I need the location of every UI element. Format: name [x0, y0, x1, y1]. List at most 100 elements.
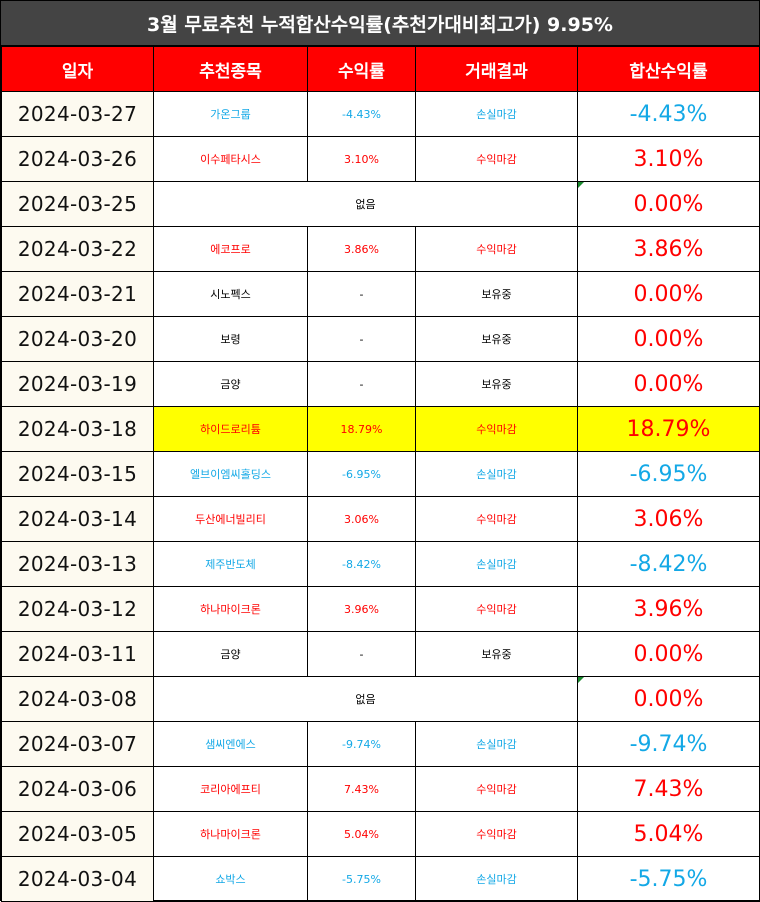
- row-stock: 엘브이엠씨홀딩스: [153, 451, 308, 497]
- row-total: -8.42%: [577, 541, 760, 587]
- table-row: 2024-03-20 보령 - 보유중 0.00%: [1, 316, 760, 362]
- row-result: 손실마감: [415, 541, 578, 587]
- row-total: 3.96%: [577, 586, 760, 632]
- table-row: 2024-03-11 금양 - 보유중 0.00%: [1, 631, 760, 677]
- row-result: 수익마감: [415, 586, 578, 632]
- row-result: 보유중: [415, 316, 578, 362]
- table-row: 2024-03-12 하나마이크론 3.96% 수익마감 3.96%: [1, 586, 760, 632]
- row-date: 2024-03-07: [1, 721, 154, 767]
- row-total: -5.75%: [577, 856, 760, 902]
- row-total: 0.00%: [577, 361, 760, 407]
- row-date: 2024-03-21: [1, 271, 154, 317]
- table-row: 2024-03-15 엘브이엠씨홀딩스 -6.95% 손실마감 -6.95%: [1, 451, 760, 497]
- row-return: 3.06%: [307, 496, 416, 542]
- row-date: 2024-03-08: [1, 676, 154, 722]
- sheet-title: 3월 무료추천 누적합산수익률(추천가대비최고가) 9.95%: [1, 1, 759, 46]
- row-result: 손실마감: [415, 451, 578, 497]
- row-result: 보유중: [415, 271, 578, 317]
- row-result: 보유중: [415, 631, 578, 677]
- row-total: 0.00%: [577, 316, 760, 362]
- row-result: 수익마감: [415, 406, 578, 452]
- row-total: 0.00%: [577, 181, 760, 227]
- row-stock: 하이드로리튬: [153, 406, 308, 452]
- row-result: 수익마감: [415, 136, 578, 182]
- row-stock: 하나마이크론: [153, 811, 308, 857]
- row-date: 2024-03-20: [1, 316, 154, 362]
- row-total: 7.43%: [577, 766, 760, 812]
- header-total: 합산수익률: [577, 46, 760, 92]
- row-date: 2024-03-22: [1, 226, 154, 272]
- row-total: -4.43%: [577, 91, 760, 137]
- table-row: 2024-03-26 이수페타시스 3.10% 수익마감 3.10%: [1, 136, 760, 182]
- row-stock: 두산에너빌리티: [153, 496, 308, 542]
- row-total: 0.00%: [577, 676, 760, 722]
- row-date: 2024-03-11: [1, 631, 154, 677]
- row-date: 2024-03-15: [1, 451, 154, 497]
- row-total: 3.86%: [577, 226, 760, 272]
- returns-table: 일자 추천종목 수익률 거래결과 합산수익률 2024-03-27 가온그룹 -4.…: [1, 46, 760, 902]
- row-return: 7.43%: [307, 766, 416, 812]
- row-stock: 시노펙스: [153, 271, 308, 317]
- row-return: 18.79%: [307, 406, 416, 452]
- row-return: -4.43%: [307, 91, 416, 137]
- header-row: 일자 추천종목 수익률 거래결과 합산수익률: [1, 46, 760, 92]
- row-total: 0.00%: [577, 631, 760, 677]
- header-date: 일자: [1, 46, 154, 92]
- header-stock: 추천종목: [153, 46, 308, 92]
- row-return: -: [307, 271, 416, 317]
- row-total: -6.95%: [577, 451, 760, 497]
- row-return: 5.04%: [307, 811, 416, 857]
- row-return: 3.10%: [307, 136, 416, 182]
- row-no-pick: 없음: [153, 181, 578, 227]
- row-stock: 금양: [153, 361, 308, 407]
- row-return: -9.74%: [307, 721, 416, 767]
- row-date: 2024-03-12: [1, 586, 154, 632]
- row-stock: 샘씨엔에스: [153, 721, 308, 767]
- row-stock: 가온그룹: [153, 91, 308, 137]
- header-result: 거래결과: [415, 46, 578, 92]
- table-row: 2024-03-25 없음 0.00%: [1, 181, 760, 227]
- row-no-pick: 없음: [153, 676, 578, 722]
- table-row: 2024-03-18 하이드로리튬 18.79% 수익마감 18.79%: [1, 406, 760, 452]
- row-total: 3.06%: [577, 496, 760, 542]
- row-stock: 하나마이크론: [153, 586, 308, 632]
- row-stock: 에코프로: [153, 226, 308, 272]
- row-stock: 코리아에프티: [153, 766, 308, 812]
- row-date: 2024-03-27: [1, 91, 154, 137]
- table-row: 2024-03-04 쇼박스 -5.75% 손실마감 -5.75%: [1, 856, 760, 902]
- header-return: 수익률: [307, 46, 416, 92]
- row-result: 수익마감: [415, 226, 578, 272]
- row-date: 2024-03-04: [1, 856, 154, 902]
- row-result: 수익마감: [415, 766, 578, 812]
- table-row: 2024-03-06 코리아에프티 7.43% 수익마감 7.43%: [1, 766, 760, 812]
- row-return: -8.42%: [307, 541, 416, 587]
- row-date: 2024-03-18: [1, 406, 154, 452]
- row-total: 5.04%: [577, 811, 760, 857]
- row-return: -: [307, 316, 416, 362]
- row-result: 손실마감: [415, 856, 578, 902]
- row-date: 2024-03-19: [1, 361, 154, 407]
- row-return: 3.96%: [307, 586, 416, 632]
- row-return: -: [307, 361, 416, 407]
- table-row: 2024-03-14 두산에너빌리티 3.06% 수익마감 3.06%: [1, 496, 760, 542]
- table-row: 2024-03-05 하나마이크론 5.04% 수익마감 5.04%: [1, 811, 760, 857]
- row-total: 3.10%: [577, 136, 760, 182]
- row-date: 2024-03-06: [1, 766, 154, 812]
- row-stock: 쇼박스: [153, 856, 308, 902]
- row-stock: 이수페타시스: [153, 136, 308, 182]
- table-row: 2024-03-27 가온그룹 -4.43% 손실마감 -4.43%: [1, 91, 760, 137]
- row-stock: 제주반도체: [153, 541, 308, 587]
- row-return: 3.86%: [307, 226, 416, 272]
- table-row: 2024-03-07 샘씨엔에스 -9.74% 손실마감 -9.74%: [1, 721, 760, 767]
- row-result: 보유중: [415, 361, 578, 407]
- row-return: -6.95%: [307, 451, 416, 497]
- row-date: 2024-03-14: [1, 496, 154, 542]
- table-row: 2024-03-19 금양 - 보유중 0.00%: [1, 361, 760, 407]
- table-row: 2024-03-21 시노펙스 - 보유중 0.00%: [1, 271, 760, 317]
- row-total: 18.79%: [577, 406, 760, 452]
- row-return: -: [307, 631, 416, 677]
- table-row: 2024-03-22 에코프로 3.86% 수익마감 3.86%: [1, 226, 760, 272]
- row-stock: 보령: [153, 316, 308, 362]
- row-result: 수익마감: [415, 811, 578, 857]
